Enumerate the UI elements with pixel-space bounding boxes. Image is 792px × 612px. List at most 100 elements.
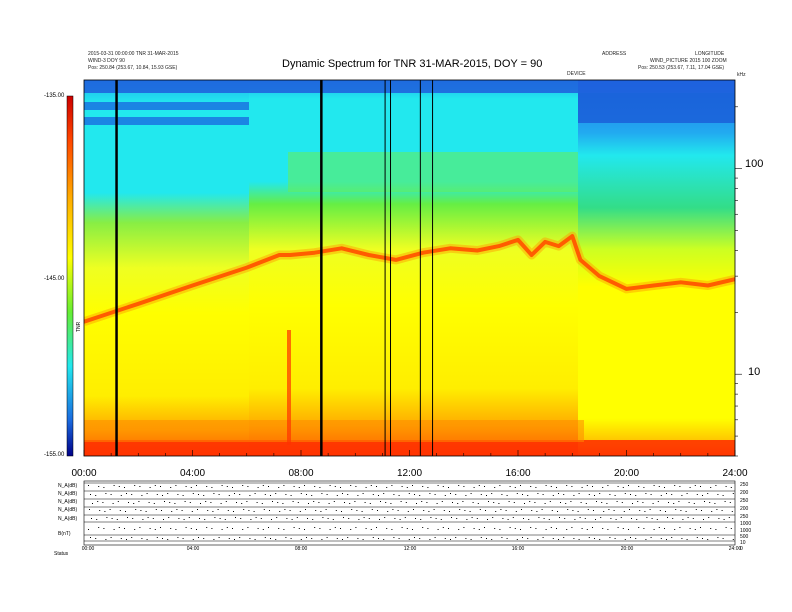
summary-trace-point xyxy=(707,539,709,540)
summary-trace-point xyxy=(120,538,122,539)
summary-trace-point xyxy=(716,509,718,510)
colorbar-tick-bottom: -155.00 xyxy=(44,452,65,458)
summary-trace-point xyxy=(666,539,667,540)
summary-trace-point xyxy=(347,494,349,495)
summary-trace-point xyxy=(356,510,358,511)
summary-trace-point xyxy=(401,486,403,487)
status-label: Status xyxy=(54,551,69,557)
summary-trace-point xyxy=(164,501,165,502)
summary-trace-point xyxy=(95,538,97,539)
summary-trace-point xyxy=(393,537,395,538)
summary-trace-point xyxy=(329,529,331,530)
summary-trace-point xyxy=(542,537,544,538)
sub-panel-label-2: N_A(dB) xyxy=(58,499,78,505)
summary-trace-point xyxy=(190,528,192,529)
summary-trace-point xyxy=(624,493,626,494)
summary-trace-point xyxy=(686,493,688,494)
summary-trace-point xyxy=(480,494,482,495)
summary-trace-point xyxy=(477,503,479,504)
summary-trace-point xyxy=(112,503,114,504)
summary-trace-point xyxy=(414,494,415,495)
summary-trace-point xyxy=(491,539,493,540)
summary-trace-point xyxy=(478,485,480,486)
summary-trace-point xyxy=(311,538,313,539)
summary-trace-point xyxy=(134,529,136,530)
summary-trace-point xyxy=(162,495,163,496)
summary-trace-point xyxy=(155,509,157,510)
summary-trace-point xyxy=(293,486,295,487)
summary-trace-point xyxy=(448,528,449,529)
summary-trace-point xyxy=(470,539,472,540)
summary-trace-point xyxy=(103,528,105,529)
summary-trace-point xyxy=(335,510,337,511)
summary-trace-point xyxy=(678,501,680,502)
summary-trace-point xyxy=(414,537,415,538)
summary-trace-point xyxy=(702,495,703,496)
summary-trace-point xyxy=(660,495,662,496)
summary-trace-point xyxy=(644,511,646,512)
summary-trace-point xyxy=(311,495,313,496)
summary-trace-point xyxy=(371,509,373,510)
summary-trace-point xyxy=(347,537,349,538)
summary-trace-point xyxy=(204,519,206,520)
summary-trace-point xyxy=(596,501,597,502)
summary-trace-point xyxy=(90,537,91,538)
summary-trace-point xyxy=(412,529,413,530)
summary-trace-point xyxy=(246,501,248,502)
summary-trace-point xyxy=(314,486,316,487)
summary-trace-point xyxy=(465,495,467,496)
summary-trace-point xyxy=(90,494,91,495)
summary-trace-point xyxy=(262,485,264,486)
summary-trace-point xyxy=(535,487,537,488)
summary-trace-point xyxy=(499,529,501,530)
colorbar-tick-top: -135.00 xyxy=(44,93,65,99)
summary-trace-point xyxy=(185,486,187,487)
x-axis xyxy=(83,450,736,456)
summary-trace-point xyxy=(653,485,655,486)
summary-trace-point xyxy=(674,485,676,486)
summary-trace-point xyxy=(113,529,115,530)
summary-trace-point xyxy=(679,527,681,528)
summary-trace-point xyxy=(225,501,227,502)
summary-trace-point xyxy=(681,495,683,496)
summary-trace-point xyxy=(275,493,277,494)
summary-trace-point xyxy=(594,538,595,539)
summary-trace-point xyxy=(192,539,194,540)
y-tick-label-100: 100 xyxy=(745,158,764,170)
summary-trace-point xyxy=(160,527,161,528)
summary-trace-point xyxy=(588,494,590,495)
summary-trace-point xyxy=(650,537,652,538)
summary-trace-point xyxy=(653,529,655,530)
summary-trace-point xyxy=(364,502,366,503)
summary-trace-point xyxy=(139,486,141,487)
summary-trace-point xyxy=(105,493,107,494)
summary-trace-point xyxy=(156,537,158,538)
summary-trace-point xyxy=(300,493,302,494)
summary-trace-point xyxy=(717,537,719,538)
summary-trace-point xyxy=(649,509,651,510)
summary-trace-point xyxy=(357,538,359,539)
summary-panel-frame xyxy=(83,480,736,546)
summary-trace-point xyxy=(290,495,292,496)
sub-panel-right-tick-3: 200 xyxy=(740,506,749,512)
summary-trace-point xyxy=(527,538,529,539)
summary-trace-point xyxy=(279,511,281,512)
x-tick-label-2: 08:00 xyxy=(288,468,314,479)
summary-trace-point xyxy=(436,503,438,504)
summary-trace-point xyxy=(98,527,100,528)
summary-trace-point xyxy=(422,527,424,528)
summary-trace-point xyxy=(658,527,660,528)
summary-trace-point xyxy=(430,517,432,518)
x-tick-label-3: 12:00 xyxy=(396,468,423,479)
summary-trace-point xyxy=(91,518,92,519)
summary-trace-point xyxy=(188,517,190,518)
summary-trace-point xyxy=(197,509,198,510)
summary-trace-point xyxy=(637,501,639,502)
bottom-red-band xyxy=(84,440,735,456)
summary-trace-point xyxy=(365,528,367,529)
summary-trace-point xyxy=(221,529,223,530)
summary-trace-point xyxy=(278,487,280,488)
summary-trace-point xyxy=(232,528,233,529)
summary-trace-point xyxy=(203,495,205,496)
summary-trace-point xyxy=(350,529,352,530)
